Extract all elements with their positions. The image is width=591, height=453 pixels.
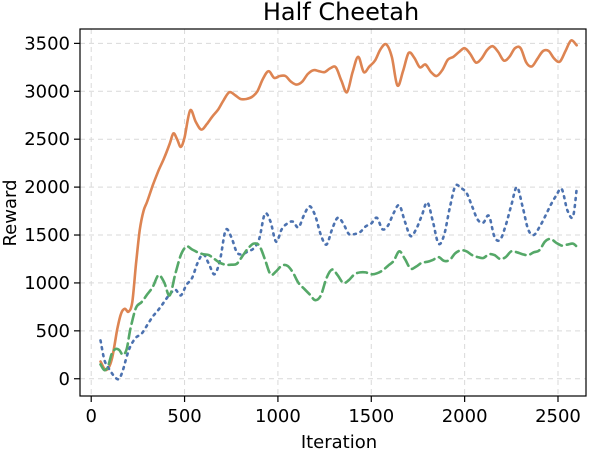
x-tick-label: 0 (85, 406, 96, 427)
y-axis-label: Reward (0, 179, 21, 246)
y-tick-label: 500 (36, 321, 70, 342)
x-tick-label: 2500 (535, 406, 581, 427)
x-tick-label: 2000 (442, 406, 488, 427)
series-line-1 (99, 39, 578, 372)
x-axis-label: Iteration (301, 432, 377, 453)
y-tick-label: 2000 (24, 177, 70, 198)
series-line-3 (99, 237, 578, 372)
grid (80, 29, 586, 396)
x-tick-label: 500 (167, 406, 201, 427)
x-axis: 0 500 1000 1500 2000 2500 (85, 396, 581, 427)
y-tick-label: 1500 (24, 225, 70, 246)
series-layer (99, 39, 578, 381)
x-tick-label: 1000 (255, 406, 301, 427)
series-line-2 (99, 183, 578, 381)
x-tick-label: 1500 (348, 406, 394, 427)
plot-frame (79, 28, 587, 397)
y-tick-label: 3000 (24, 81, 70, 102)
y-axis: 0 500 1000 1500 2000 2500 3000 3500 (24, 33, 80, 390)
y-tick-label: 0 (59, 369, 70, 390)
y-tick-label: 2500 (24, 129, 70, 150)
chart-title: Half Cheetah (263, 0, 419, 26)
y-tick-label: 1000 (24, 273, 70, 294)
y-tick-label: 3500 (24, 33, 70, 54)
